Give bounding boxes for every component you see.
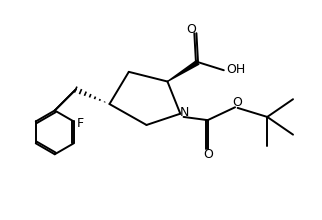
Text: F: F — [77, 117, 84, 130]
Polygon shape — [167, 60, 200, 82]
Text: N: N — [179, 106, 189, 119]
Text: O: O — [203, 148, 213, 161]
Text: OH: OH — [226, 63, 246, 76]
Text: O: O — [187, 23, 196, 36]
Text: O: O — [233, 96, 242, 109]
